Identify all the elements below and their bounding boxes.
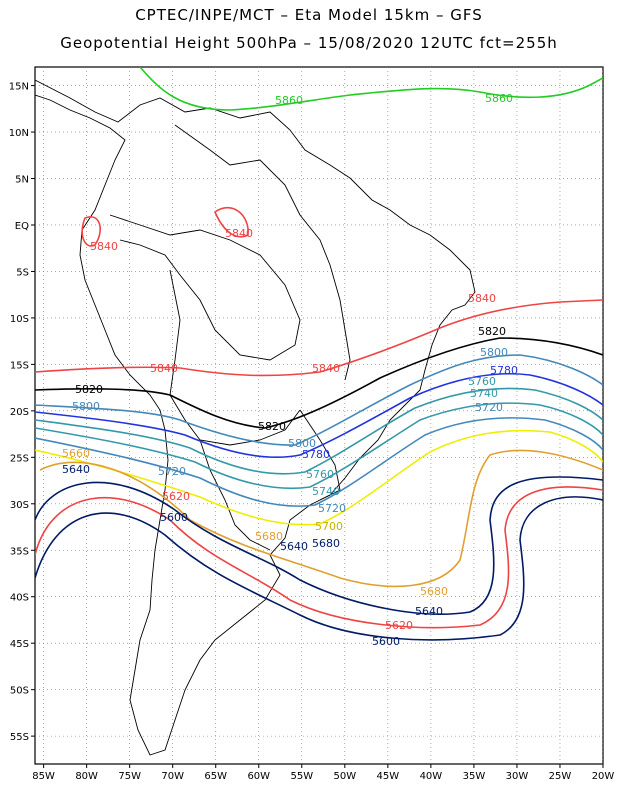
lat-tick-label: 15N [9,82,29,93]
lon-tick-label: 85W [32,771,55,782]
label-5820-b: 5820 [258,420,286,433]
graticule [35,67,603,764]
contour-5860-line [139,67,603,111]
label-5720-c: 5720 [475,401,503,414]
contour-5600-line [35,496,603,641]
lon-tick-label: 70W [161,771,184,782]
label-5720-a: 5720 [158,465,186,478]
contour-5840-blob2 [214,206,249,238]
label-5760-b: 5760 [468,375,496,388]
lat-tick-label: 30S [10,500,29,511]
contour-5620-line [35,486,603,629]
label-5860-b: 5860 [485,92,513,105]
lon-tick-label: 30W [506,771,529,782]
label-5800-b: 5800 [288,437,316,450]
lat-tick-label: 45S [10,639,29,650]
axis-ticks: 85W 80W 75W 70W 65W 60W 55W 50W 45W 40W 35W 30W 25W 2… [9,82,615,782]
lon-tick-label: 75W [118,771,141,782]
lat-tick-label: 10S [10,314,29,325]
label-5840-e: 5840 [468,292,496,305]
height-contours [35,67,603,641]
contour-5820-line [35,337,603,429]
label-5700: 5700 [315,520,343,533]
label-5680-b: 5680 [420,585,448,598]
contour-labels: 5860 5860 5840 5840 5840 5840 5840 5820 … [62,92,518,648]
lat-tick-label: 55S [10,732,29,743]
label-5780-b: 5780 [490,364,518,377]
contour-5840-blob [81,216,101,247]
contour-5840-line [35,299,603,377]
label-5620-a: 5620 [162,490,190,503]
lat-tick-label: 50S [10,686,29,697]
contour-5740-line [35,402,603,490]
label-5780-a: 5780 [302,448,330,461]
label-5820-c: 5820 [478,325,506,338]
label-5760-a: 5760 [306,468,334,481]
lon-tick-label: 45W [377,771,400,782]
label-5680-a: 5680 [255,530,283,543]
contour-5800-line [35,354,603,446]
lat-tick-label: 40S [10,593,29,604]
label-5600-b: 5600 [372,635,400,648]
lat-tick-label: 10N [9,128,29,139]
lon-tick-label: 55W [290,771,313,782]
lat-tick-label: EQ [15,221,29,232]
lat-tick-label: 20S [10,407,29,418]
lat-tick-label: 5S [16,267,29,278]
label-5840-b: 5840 [225,227,253,240]
lon-tick-label: 50W [334,771,357,782]
lat-tick-label: 5N [15,175,29,186]
label-5860-a: 5860 [275,94,303,107]
label-5680-c: 5680 [312,537,340,550]
coastlines [35,79,476,756]
contour-5760-line [35,387,603,475]
label-5800-a: 5800 [72,400,100,413]
lat-tick-label: 25S [10,453,29,464]
label-5620-b: 5620 [385,619,413,632]
lon-tick-label: 20W [592,771,615,782]
contour-5780-line [35,372,603,458]
lon-tick-label: 25W [549,771,572,782]
label-5840-d: 5840 [312,362,340,375]
label-5800-c: 5800 [480,346,508,359]
label-5640-b: 5640 [280,540,308,553]
label-5820-a: 5820 [75,383,103,396]
map-title-line1: CPTEC/INPE/MCT – Eta Model 15km – GFS [135,6,483,24]
label-5600-a: 5600 [160,511,188,524]
contour-5720-line [35,417,603,507]
label-5740-a: 5740 [312,485,340,498]
map-frame [34,66,604,765]
label-5640-a: 5640 [62,463,90,476]
map-title-line2: Geopotential Height 500hPa – 15/08/2020 … [60,34,558,52]
label-5640-c: 5640 [415,605,443,618]
lat-tick-label: 15S [10,360,29,371]
lat-tick-label: 35S [10,546,29,557]
label-5840-c: 5840 [150,362,178,375]
lon-tick-label: 80W [75,771,98,782]
lon-tick-label: 65W [204,771,227,782]
contour-5700-line [35,429,603,526]
lon-tick-label: 60W [247,771,270,782]
lon-tick-label: 40W [420,771,443,782]
contour-5680-line [39,449,603,588]
label-5660: 5660 [62,447,90,460]
lon-tick-label: 35W [463,771,486,782]
label-5740-b: 5740 [470,387,498,400]
label-5840-a: 5840 [90,240,118,253]
contour-5640-line [35,476,603,615]
label-5720-b: 5720 [318,502,346,515]
